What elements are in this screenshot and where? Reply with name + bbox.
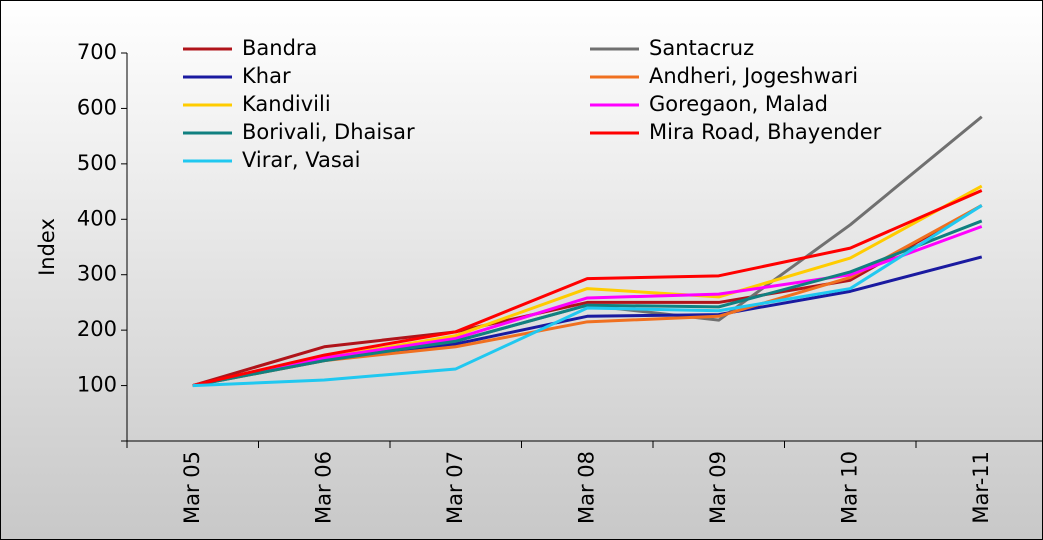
y-tick-label: 200 xyxy=(77,317,117,341)
legend-label: Kandivili xyxy=(242,92,331,116)
legend-label: Bandra xyxy=(242,36,317,60)
series-line xyxy=(192,204,983,388)
y-tick-label: 500 xyxy=(77,151,117,175)
x-tick-label: Mar 06 xyxy=(311,451,335,524)
x-tick-label: Mar 10 xyxy=(837,451,861,524)
series-line xyxy=(192,225,983,388)
x-tick-label: Mar 09 xyxy=(706,451,730,524)
legend-label: Goregaon, Malad xyxy=(649,92,828,116)
y-tick-label: 100 xyxy=(77,373,117,397)
legend-label: Santacruz xyxy=(649,36,754,60)
y-tick-label: 300 xyxy=(77,262,117,286)
x-tick-label: Mar-11 xyxy=(969,451,993,524)
x-tick-label: Mar 08 xyxy=(574,451,598,524)
y-tick-label: 600 xyxy=(77,95,117,119)
legend-label: Khar xyxy=(242,64,291,88)
y-axis-label: Index xyxy=(35,218,59,276)
series-line xyxy=(192,189,983,388)
legend-label: Mira Road, Bhayender xyxy=(649,120,882,144)
legend-label: Virar, Vasai xyxy=(242,148,360,172)
legend-label: Borivali, Dhaisar xyxy=(242,120,415,144)
y-tick-label: 700 xyxy=(77,40,117,64)
y-tick-label: 400 xyxy=(77,206,117,230)
x-tick-label: Mar 07 xyxy=(443,451,467,524)
series-line xyxy=(192,204,983,388)
legend-label: Andheri, Jogeshwari xyxy=(649,64,858,88)
x-tick-label: Mar 05 xyxy=(180,451,204,524)
series-line xyxy=(192,219,983,388)
